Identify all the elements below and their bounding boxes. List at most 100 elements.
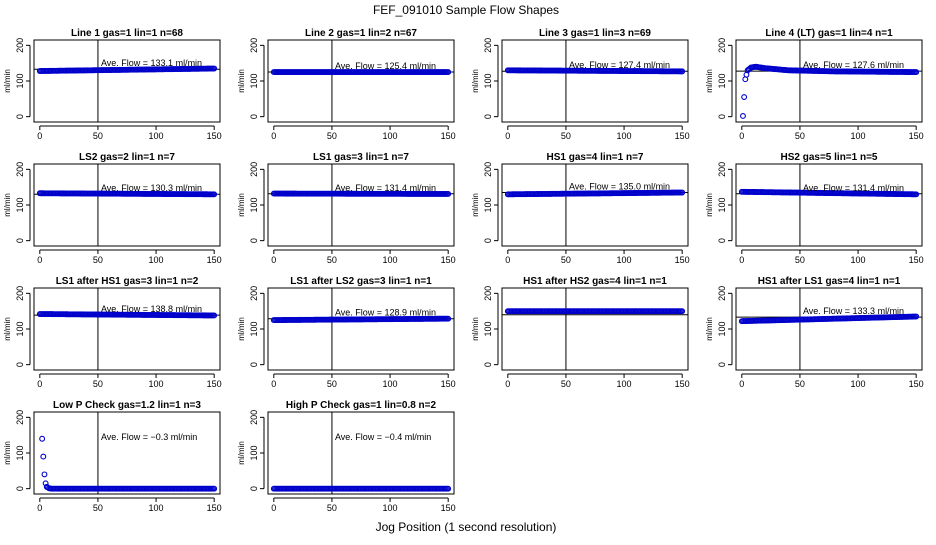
data-point [445, 69, 452, 76]
x-tick-label: 100 [149, 503, 164, 513]
average-flow-annotation: Ave. Flow = 133.1 ml/min [101, 58, 202, 68]
y-axis-label: ml/min [471, 69, 480, 93]
y-tick-label: 200 [483, 286, 493, 301]
y-tick-label: 200 [15, 38, 25, 53]
x-tick-label: 0 [505, 379, 510, 389]
plot-frame [501, 39, 689, 123]
y-axis-label: ml/min [237, 69, 246, 93]
figure-title: FEF_091010 Sample Flow Shapes [373, 3, 559, 17]
x-tick-label: 150 [909, 255, 924, 265]
panel-title: Line 1 gas=1 lin=1 n=68 [71, 28, 183, 39]
data-point [445, 190, 452, 197]
plot-frame [735, 39, 923, 123]
x-tick-label: 0 [739, 255, 744, 265]
data-point [913, 313, 920, 320]
plot-frame [735, 287, 923, 371]
plot-frame [33, 39, 221, 123]
x-tick-label: 50 [327, 131, 337, 141]
y-tick-label: 0 [15, 362, 25, 367]
x-tick-label: 50 [561, 131, 571, 141]
average-flow-annotation: Ave. Flow = 125.4 ml/min [335, 61, 436, 71]
panel-title: HS1 gas=4 lin=1 n=7 [547, 152, 644, 163]
y-tick-label: 0 [15, 114, 25, 119]
y-tick-label: 100 [483, 73, 493, 88]
y-tick-label: 100 [15, 73, 25, 88]
y-tick-label: 100 [15, 321, 25, 336]
y-tick-label: 0 [717, 362, 727, 367]
y-tick-label: 100 [717, 321, 727, 336]
y-tick-label: 200 [249, 286, 259, 301]
data-point [679, 308, 686, 315]
x-tick-label: 0 [505, 131, 510, 141]
y-axis-label: ml/min [3, 193, 12, 217]
y-tick-label: 100 [717, 197, 727, 212]
x-tick-label: 50 [93, 379, 103, 389]
x-tick-label: 50 [327, 503, 337, 513]
y-tick-label: 0 [249, 362, 259, 367]
x-tick-label: 100 [149, 131, 164, 141]
y-tick-label: 200 [717, 286, 727, 301]
plot-frame [267, 287, 455, 371]
x-tick-label: 150 [675, 379, 690, 389]
y-tick-label: 100 [717, 73, 727, 88]
panel-title: LS2 gas=2 lin=1 n=7 [79, 152, 175, 163]
x-tick-label: 150 [207, 503, 222, 513]
average-flow-annotation: Ave. Flow = 127.4 ml/min [569, 60, 670, 70]
panel-title: High P Check gas=1 lin=0.8 n=2 [286, 400, 437, 411]
y-tick-label: 0 [249, 486, 259, 491]
x-tick-label: 100 [617, 379, 632, 389]
data-point [913, 69, 920, 76]
x-tick-label: 50 [93, 503, 103, 513]
x-tick-label: 50 [327, 255, 337, 265]
x-tick-label: 50 [327, 379, 337, 389]
average-flow-annotation: Ave. Flow = 128.9 ml/min [335, 308, 436, 318]
x-tick-label: 150 [441, 131, 456, 141]
y-tick-label: 100 [483, 197, 493, 212]
x-tick-label: 50 [795, 379, 805, 389]
average-flow-annotation: Ave. Flow = 133.3 ml/min [803, 306, 904, 316]
y-tick-label: 100 [249, 73, 259, 88]
data-point [679, 189, 686, 196]
x-tick-label: 100 [383, 503, 398, 513]
y-tick-label: 0 [483, 362, 493, 367]
y-axis-label: ml/min [3, 69, 12, 93]
plot-frame [33, 287, 221, 371]
panel-title: Low P Check gas=1.2 lin=1 n=3 [53, 400, 201, 411]
y-tick-label: 100 [249, 321, 259, 336]
average-flow-annotation: Ave. Flow = 135.0 ml/min [569, 182, 670, 192]
x-tick-label: 50 [795, 255, 805, 265]
x-tick-label: 0 [739, 379, 744, 389]
data-point [40, 453, 47, 460]
panel-7: HS1 gas=4 lin=1 n=7 0 50 100 150 0 100 200 ml/mi… [471, 152, 690, 265]
average-flow-annotation: Ave. Flow = 131.4 ml/min [803, 183, 904, 193]
panel-10: LS1 after LS2 gas=3 lin=1 n=1 0 50 100 150 0 1… [237, 276, 456, 389]
data-point [679, 68, 686, 75]
y-tick-label: 200 [15, 286, 25, 301]
plot-frame [267, 411, 455, 495]
x-tick-label: 100 [383, 379, 398, 389]
x-tick-label: 100 [851, 255, 866, 265]
y-tick-label: 0 [717, 238, 727, 243]
y-axis-label: ml/min [3, 317, 12, 341]
plot-frame [33, 411, 221, 495]
y-tick-label: 200 [483, 38, 493, 53]
x-tick-label: 100 [617, 255, 632, 265]
y-tick-label: 200 [249, 410, 259, 425]
x-tick-label: 150 [675, 131, 690, 141]
x-tick-label: 100 [149, 379, 164, 389]
y-axis-label: ml/min [705, 317, 714, 341]
y-tick-label: 100 [483, 321, 493, 336]
x-tick-label: 50 [561, 255, 571, 265]
data-point [211, 312, 218, 319]
panel-1: Line 1 gas=1 lin=1 n=68 0 50 100 150 0 100 200 m… [3, 28, 222, 141]
plot-frame [735, 163, 923, 247]
x-tick-label: 0 [739, 131, 744, 141]
x-tick-label: 0 [271, 379, 276, 389]
x-tick-label: 100 [851, 131, 866, 141]
x-tick-label: 150 [675, 255, 690, 265]
data-point [211, 485, 218, 492]
x-tick-label: 150 [909, 131, 924, 141]
x-tick-label: 100 [149, 255, 164, 265]
y-axis-label: ml/min [471, 193, 480, 217]
